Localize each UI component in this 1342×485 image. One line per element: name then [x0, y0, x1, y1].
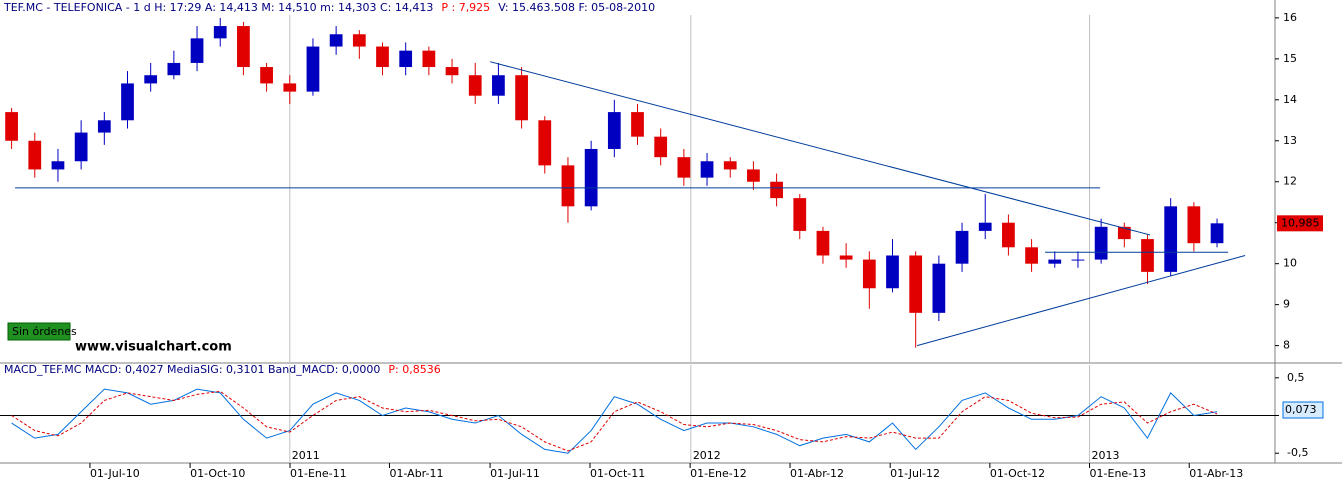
candle-body — [213, 26, 227, 39]
year-label: 2011 — [292, 449, 320, 462]
candle-body — [700, 161, 714, 178]
candle-body — [260, 67, 273, 84]
candle-body — [1002, 222, 1015, 248]
candle-body — [283, 83, 297, 92]
candle-body — [654, 136, 668, 158]
candle-body — [561, 165, 575, 207]
candle-body — [190, 38, 204, 63]
candle-body — [468, 75, 482, 96]
candle-body — [1164, 206, 1178, 272]
y-tick-label: 16 — [1283, 11, 1297, 24]
candle-body — [607, 112, 621, 149]
candle-body — [352, 34, 366, 47]
candle-body — [1187, 206, 1201, 244]
candle-body — [51, 161, 65, 170]
candle-body — [1048, 259, 1062, 264]
y-tick-label: -0,5 — [1287, 446, 1308, 459]
x-tick-label: 01-Ene-13 — [1090, 467, 1147, 480]
x-tick-label: 01-Jul-11 — [490, 467, 540, 480]
candle-body — [816, 230, 830, 256]
header-part: V: 15.463.508 F: 05-08-2010 — [498, 1, 655, 14]
candle-body — [167, 62, 181, 76]
x-tick-label: 01-Oct-12 — [990, 467, 1045, 480]
candle-body — [909, 255, 923, 313]
candle-body — [862, 259, 876, 289]
watermark: www.visualchart.com — [75, 340, 232, 355]
header-part: P : 7,925 — [441, 1, 490, 14]
header: MACD_TEF.MC MACD: 0,4027 MediaSIG: 0,310… — [4, 363, 441, 376]
header-part: MACD_TEF.MC MACD: 0,4027 MediaSIG: 0,310… — [4, 363, 380, 376]
macd-line — [11, 390, 1218, 452]
candle-body — [584, 148, 598, 207]
candle-body — [793, 198, 807, 231]
candle-body — [631, 112, 644, 137]
candle-body — [955, 230, 969, 264]
y-tick-label: 14 — [1283, 93, 1297, 106]
candle-body — [1141, 239, 1154, 272]
candle-body — [237, 26, 250, 68]
x-tick-label: 01-Oct-11 — [590, 467, 645, 480]
candle-body — [677, 157, 691, 178]
candle-body — [492, 75, 505, 96]
last-value-box — [1282, 401, 1324, 419]
y-tick-label: 0,5 — [1287, 371, 1305, 384]
candle-body — [1210, 223, 1224, 244]
header-part: TEF.MC - TELEFONICA - 1 d H: 17:29 A: 14… — [3, 1, 433, 14]
y-tick-label: 8 — [1283, 339, 1290, 352]
candle-body — [747, 169, 760, 182]
x-tick-label: 01-Ene-11 — [290, 467, 347, 480]
last-price-box — [1277, 215, 1323, 232]
y-tick-label: 12 — [1283, 175, 1297, 188]
candle-body — [121, 83, 134, 121]
candle-body — [1117, 226, 1131, 240]
y-tick-label: 15 — [1283, 52, 1297, 65]
x-tick-label: 01-Ene-12 — [690, 467, 747, 480]
candle-body — [723, 161, 737, 170]
candle-body — [306, 46, 320, 92]
candle-body — [28, 140, 42, 170]
candle-body — [1094, 226, 1108, 260]
candle-body — [5, 112, 18, 141]
x-tick-label: 01-Jul-12 — [890, 467, 940, 480]
header: TEF.MC - TELEFONICA - 1 d H: 17:29 A: 14… — [3, 1, 655, 14]
trendline — [916, 255, 1246, 347]
candle-body — [97, 120, 111, 133]
candle-body — [376, 46, 389, 68]
candle-body — [144, 75, 158, 84]
x-tick-label: 01-Oct-10 — [190, 467, 245, 480]
header-part: P: 0,8536 — [388, 363, 440, 376]
candle-body — [978, 222, 992, 231]
candle-body — [1071, 259, 1085, 261]
candle-body — [329, 34, 343, 47]
status-label: Sin órdenes — [12, 325, 77, 338]
year-label: 2012 — [693, 449, 721, 462]
year-label: 2013 — [1092, 449, 1120, 462]
last-price-label: 10,985 — [1281, 216, 1320, 229]
candle-body — [1025, 247, 1038, 264]
candle-body — [445, 67, 459, 76]
candle-body — [932, 263, 946, 313]
y-tick-label: 13 — [1283, 134, 1297, 147]
y-tick-label: 10 — [1283, 257, 1297, 270]
candle-body — [839, 255, 853, 260]
x-tick-label: 01-Abr-11 — [389, 467, 443, 480]
x-tick-label: 01-Jul-10 — [90, 467, 140, 480]
candle-body — [886, 255, 899, 289]
x-tick-label: 01-Abr-12 — [790, 467, 844, 480]
candle-body — [399, 50, 413, 68]
candle-body — [515, 75, 528, 121]
candle-body — [538, 120, 552, 166]
status-badge — [7, 322, 71, 341]
y-tick-label: 9 — [1283, 298, 1290, 311]
candle-body — [770, 181, 783, 199]
last-value-label: 0,073 — [1285, 403, 1317, 416]
trendline — [489, 61, 1151, 236]
macd-line — [11, 388, 1218, 454]
candle-body — [74, 132, 88, 162]
candle-body — [422, 50, 436, 68]
x-tick-label: 01-Abr-13 — [1189, 467, 1243, 480]
